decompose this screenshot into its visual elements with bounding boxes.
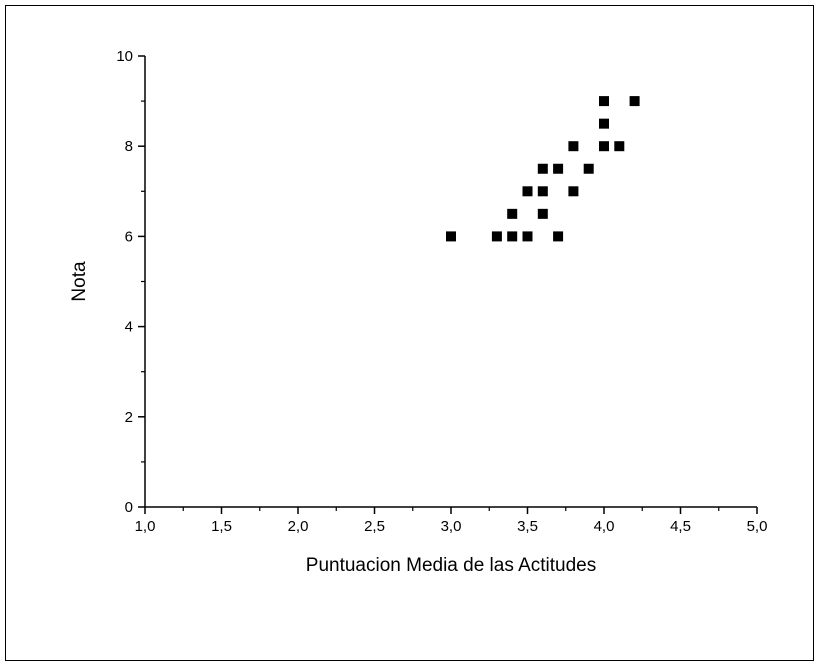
data-point (537, 163, 548, 174)
data-point (568, 141, 579, 152)
x-tick-label: 2,5 (364, 518, 385, 535)
data-point (522, 231, 533, 242)
data-point (599, 96, 609, 107)
y-tick-label: 2 (125, 409, 133, 426)
y-axis-title: Nota (69, 261, 90, 302)
data-point (568, 186, 579, 197)
data-point (537, 186, 548, 197)
data-point (599, 141, 609, 152)
data-point (599, 118, 609, 129)
data-point (553, 163, 564, 174)
data-point (629, 96, 640, 107)
data-point (537, 208, 548, 219)
data-point (522, 186, 533, 197)
x-tick-label: 1,0 (135, 518, 156, 535)
chart-frame (5, 5, 814, 661)
data-point (614, 141, 625, 152)
axes (144, 56, 757, 508)
data-points (446, 96, 640, 242)
x-ticks: 1,0 1,5 2,0 2,5 3,0 3,5 4,0 4,5 5,0 (135, 507, 768, 535)
x-tick-label: 3,0 (441, 518, 462, 535)
y-tick-label: 0 (125, 499, 133, 516)
x-tick-label: 5,0 (747, 518, 768, 535)
y-tick-label: 10 (116, 48, 133, 65)
data-point (507, 208, 518, 219)
x-tick-label: 4,0 (594, 518, 615, 535)
y-ticks: 0 2 4 6 8 10 (116, 48, 145, 516)
x-tick-label: 3,5 (517, 518, 538, 535)
data-point (507, 231, 518, 242)
data-point (446, 231, 456, 242)
x-tick-label: 2,0 (288, 518, 309, 535)
data-point (553, 231, 564, 242)
y-tick-label: 4 (125, 319, 133, 336)
y-tick-label: 6 (125, 228, 133, 245)
x-axis-title: Puntuacion Media de las Actitudes (306, 555, 596, 576)
y-tick-label: 8 (125, 138, 133, 155)
x-tick-label: 4,5 (670, 518, 691, 535)
data-point (583, 163, 594, 174)
data-point (491, 231, 502, 242)
x-tick-label: 1,5 (211, 518, 232, 535)
